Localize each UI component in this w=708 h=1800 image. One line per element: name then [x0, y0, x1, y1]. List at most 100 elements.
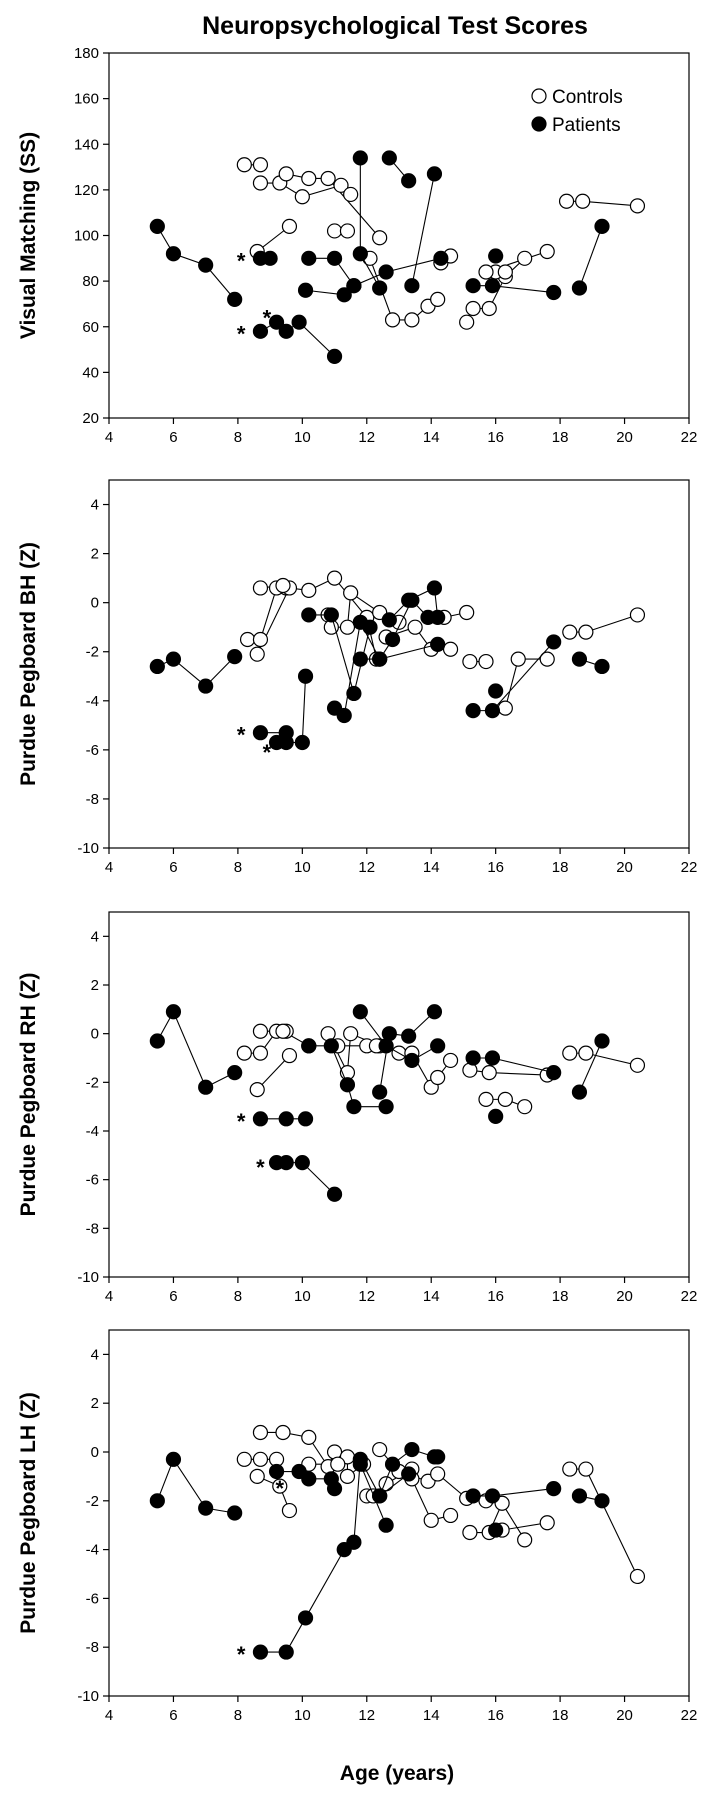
- significance-star: *: [275, 1476, 284, 1501]
- trajectory-line: [157, 656, 236, 687]
- control-point: [629, 1057, 646, 1073]
- patient-point: [484, 1488, 501, 1504]
- trajectory-line: [156, 226, 236, 300]
- control-point: [442, 1052, 459, 1069]
- patient-point: [297, 668, 314, 684]
- y-tick-label: 0: [91, 1026, 99, 1043]
- patient-point: [352, 1456, 368, 1472]
- patient-point: [278, 1155, 294, 1171]
- trajectory-line: [504, 658, 548, 709]
- patient-point: [381, 612, 397, 628]
- patient-point: [326, 1186, 343, 1202]
- x-tick-label: 4: [105, 859, 113, 876]
- patient-point: [372, 1488, 388, 1504]
- control-point: [578, 1461, 594, 1477]
- y-tick-label: -2: [86, 644, 99, 661]
- patient-point: [165, 246, 182, 262]
- control-point: [459, 314, 475, 330]
- patient-point: [378, 1517, 394, 1533]
- x-tick-label: 16: [487, 1288, 504, 1305]
- patient-point: [488, 1522, 504, 1538]
- x-tick-label: 22: [681, 429, 698, 446]
- control-point: [578, 1045, 594, 1061]
- y-tick-label: 2: [91, 977, 99, 994]
- y-tick-label: 180: [74, 45, 99, 62]
- control-point: [249, 1468, 265, 1485]
- patient-point: [488, 1108, 504, 1125]
- controls-series: [236, 1023, 646, 1115]
- control-point: [442, 1507, 459, 1524]
- patient-point: [165, 651, 182, 667]
- y-tick-label: 4: [91, 928, 99, 945]
- patient-point: [326, 250, 343, 266]
- patient-point: [301, 1471, 317, 1487]
- control-point: [339, 223, 356, 239]
- x-tick-label: 16: [487, 1707, 504, 1724]
- control-point: [558, 193, 575, 209]
- patient-point: [430, 1449, 446, 1465]
- x-tick-label: 18: [552, 429, 569, 446]
- control-point: [462, 1524, 478, 1541]
- control-point: [343, 186, 359, 203]
- patient-point: [278, 1111, 294, 1127]
- patient-point: [488, 248, 504, 264]
- patient-point: [268, 314, 285, 330]
- y-tick-label: -2: [86, 1074, 99, 1091]
- control-point: [497, 264, 513, 280]
- control-point: [372, 1441, 388, 1458]
- control-point: [236, 1451, 252, 1467]
- x-tick-label: 18: [552, 859, 569, 876]
- y-tick-label: -8: [86, 791, 99, 808]
- control-point: [478, 1091, 494, 1107]
- y-tick-label: 2: [91, 546, 99, 563]
- control-point: [430, 1466, 446, 1482]
- patient-point: [294, 1155, 310, 1171]
- control-point: [343, 1026, 359, 1042]
- x-tick-label: 20: [616, 1707, 633, 1724]
- control-point: [252, 1023, 269, 1039]
- trajectory-line: [502, 1522, 548, 1531]
- patient-point: [336, 287, 352, 303]
- patient-point: [381, 150, 397, 166]
- patient-point: [294, 734, 310, 751]
- patient-point: [252, 1644, 269, 1660]
- patient-point: [149, 1033, 165, 1049]
- patient-point: [401, 592, 417, 608]
- control-point: [562, 624, 578, 640]
- patients-series: [149, 1441, 610, 1660]
- patient-point: [465, 1050, 481, 1066]
- y-tick-label: -6: [86, 742, 99, 759]
- trajectory-line: [286, 173, 381, 239]
- y-axis-title: Visual Matching (SS): [17, 132, 40, 339]
- patient-point: [430, 609, 446, 625]
- control-point: [252, 157, 269, 173]
- plot-frame: [108, 911, 690, 1278]
- control-point: [236, 1045, 252, 1061]
- y-tick-label: 100: [74, 228, 99, 245]
- x-tick-label: 18: [552, 1288, 569, 1305]
- y-tick-label: -10: [77, 1269, 99, 1286]
- trajectory-line: [578, 1040, 603, 1093]
- x-tick-label: 6: [169, 859, 177, 876]
- patient-point: [484, 1050, 501, 1066]
- patient-point: [571, 651, 588, 667]
- patient-point: [339, 1077, 356, 1093]
- x-tick-label: 4: [105, 1288, 113, 1305]
- significance-star: *: [237, 321, 246, 346]
- patient-point: [378, 264, 394, 280]
- y-tick-label: 120: [74, 182, 99, 199]
- x-tick-label: 4: [105, 429, 113, 446]
- y-tick-label: -10: [77, 840, 99, 857]
- patient-point: [384, 631, 401, 648]
- patient-point: [252, 725, 269, 741]
- patient-point: [198, 1079, 214, 1095]
- control-point: [478, 653, 494, 670]
- control-point: [333, 177, 349, 193]
- patient-point: [546, 1064, 562, 1081]
- y-tick-label: -6: [86, 1172, 99, 1189]
- trajectory-line: [359, 157, 381, 289]
- patient-point: [262, 250, 278, 266]
- control-point: [562, 1045, 578, 1061]
- x-tick-label: 10: [294, 1707, 311, 1724]
- trajectory-line: [411, 173, 435, 286]
